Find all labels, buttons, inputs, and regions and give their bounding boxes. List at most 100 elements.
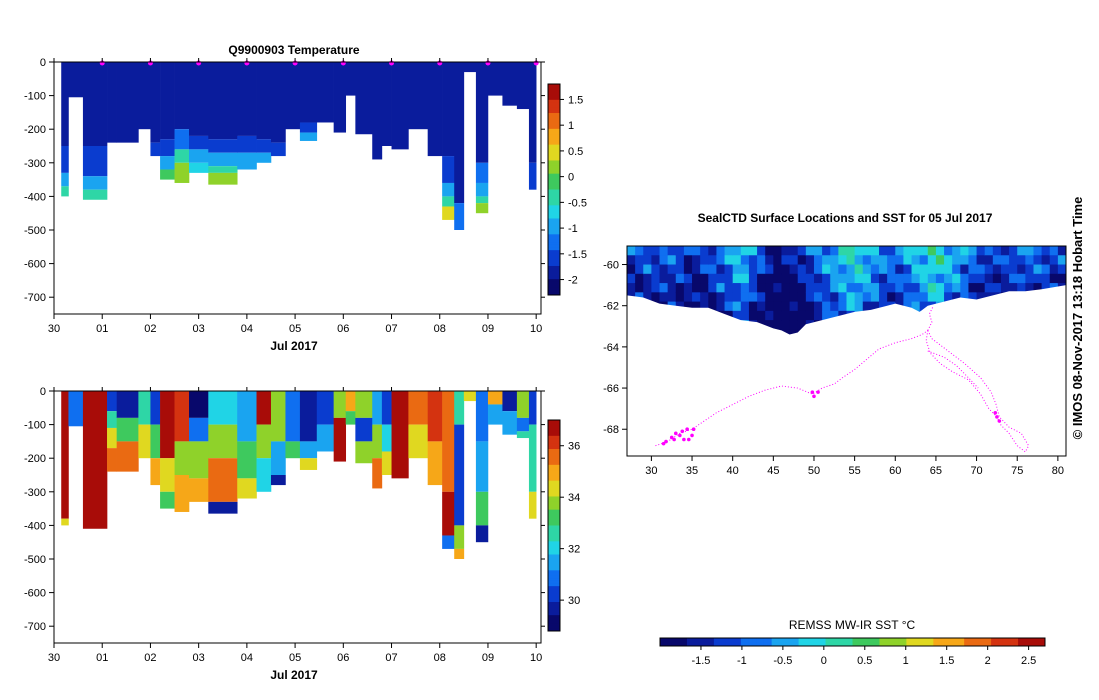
profile-cell — [463, 62, 477, 73]
colorbar-cell — [548, 226, 560, 230]
profile-cell — [372, 391, 383, 425]
profile-cell — [381, 451, 392, 475]
colorbar-cell — [548, 536, 560, 540]
sst-cell — [846, 283, 856, 293]
sst-cell — [1009, 246, 1018, 256]
sst-cell — [870, 264, 880, 275]
colorbar-cell — [821, 638, 827, 646]
colorbar-cell — [787, 638, 792, 646]
sst-cell — [830, 264, 839, 275]
sst-cell — [781, 292, 791, 303]
profile-column — [442, 62, 455, 220]
temperature-panel: Q9900903 Temperature 0 -100 -200 -300 -400 -5… — [24, 43, 587, 353]
profile-cell — [116, 62, 139, 143]
profile-cell — [528, 424, 537, 492]
sst-cell — [960, 273, 970, 284]
lon-tick-label: 65 — [930, 465, 942, 477]
colorbar-cell — [548, 459, 560, 463]
x-tick-label: 03 — [193, 652, 205, 664]
profile-column — [381, 391, 392, 475]
sst-cell — [870, 292, 880, 303]
colorbar-tick-label: -1 — [568, 223, 578, 235]
sst-cell — [789, 264, 799, 275]
profile-cell — [107, 427, 117, 449]
colorbar-cell — [548, 142, 560, 146]
sst-cell — [984, 283, 994, 293]
sst-cell — [692, 264, 701, 275]
profile-cell — [442, 182, 455, 197]
sst-cell — [846, 246, 856, 256]
profile-cell — [299, 122, 318, 133]
sst-cell — [813, 301, 823, 312]
colorbar-cell — [852, 638, 857, 646]
sst-cell — [838, 283, 848, 293]
sst-cell — [846, 255, 856, 266]
colorbar-cell — [548, 281, 560, 285]
colorbar-cell — [548, 454, 560, 458]
colorbar-cell — [1041, 638, 1046, 646]
sst-cell — [968, 273, 978, 284]
sst-cell — [1033, 283, 1043, 293]
colorbar-cell — [548, 205, 560, 209]
x-tick-label: 05 — [289, 323, 301, 335]
sst-cell — [797, 264, 807, 275]
profile-cell — [237, 152, 257, 170]
colorbar-cell — [887, 638, 892, 646]
colorbar-cell — [898, 638, 904, 646]
sst-cell — [757, 292, 766, 303]
sst-cell — [789, 246, 799, 256]
profile-column — [150, 62, 161, 157]
sst-cell — [1033, 264, 1043, 275]
y-tick-label: -600 — [24, 259, 46, 271]
profile-cell — [487, 391, 503, 405]
profile-cell — [270, 62, 286, 143]
colorbar-cell — [548, 91, 560, 96]
colorbar-cell — [548, 255, 560, 259]
sst-cell — [830, 301, 839, 312]
sst-cell — [757, 310, 766, 321]
colorbar-cell — [1018, 638, 1023, 646]
profile-column — [391, 391, 409, 479]
profile-cell — [372, 424, 383, 459]
colorbar-cell — [548, 596, 560, 600]
colorbar-cell — [917, 638, 923, 646]
sst-cell — [797, 301, 807, 312]
sst-cell — [1025, 283, 1035, 293]
salinity-plot-frame — [53, 390, 542, 644]
colorbar-cell — [694, 638, 699, 646]
salinity-y-axis: 0 -100 -200 -300 -400 -500 -600 -700 — [24, 386, 545, 633]
profile-cell — [299, 62, 318, 123]
sst-cell — [854, 255, 864, 266]
colorbar-cell — [548, 425, 560, 429]
profile-cell — [82, 62, 108, 146]
colorbar-cell — [548, 113, 560, 117]
colorbar-cell — [767, 638, 773, 646]
colorbar-cell — [548, 89, 560, 93]
profile-cell — [333, 62, 347, 133]
sst-cell — [740, 246, 750, 256]
y-tick-label: -600 — [24, 588, 46, 600]
sst-cell — [1025, 273, 1035, 284]
sst-cell — [822, 283, 831, 293]
colorbar-cell — [548, 507, 560, 511]
colorbar-cell — [937, 638, 942, 646]
sst-cell — [919, 246, 929, 256]
profile-column — [463, 391, 477, 402]
colorbar-cell — [944, 638, 950, 646]
sst-cell — [700, 301, 709, 312]
sst-cell — [700, 283, 709, 293]
profile-cell — [345, 62, 356, 96]
sst-cell — [1009, 283, 1018, 293]
sst-cell — [797, 273, 807, 284]
colorbar-cell — [548, 147, 560, 151]
colorbar-cell — [548, 493, 560, 497]
sst-cell — [1000, 283, 1010, 293]
sst-cell — [862, 283, 872, 293]
colorbar-cell — [548, 165, 560, 169]
colorbar-cell — [548, 213, 560, 217]
profile-cell — [454, 62, 465, 204]
colorbar-cell — [548, 438, 560, 442]
profile-cell — [256, 458, 272, 492]
profile-cell — [442, 391, 455, 492]
colorbar-cell — [856, 638, 861, 646]
